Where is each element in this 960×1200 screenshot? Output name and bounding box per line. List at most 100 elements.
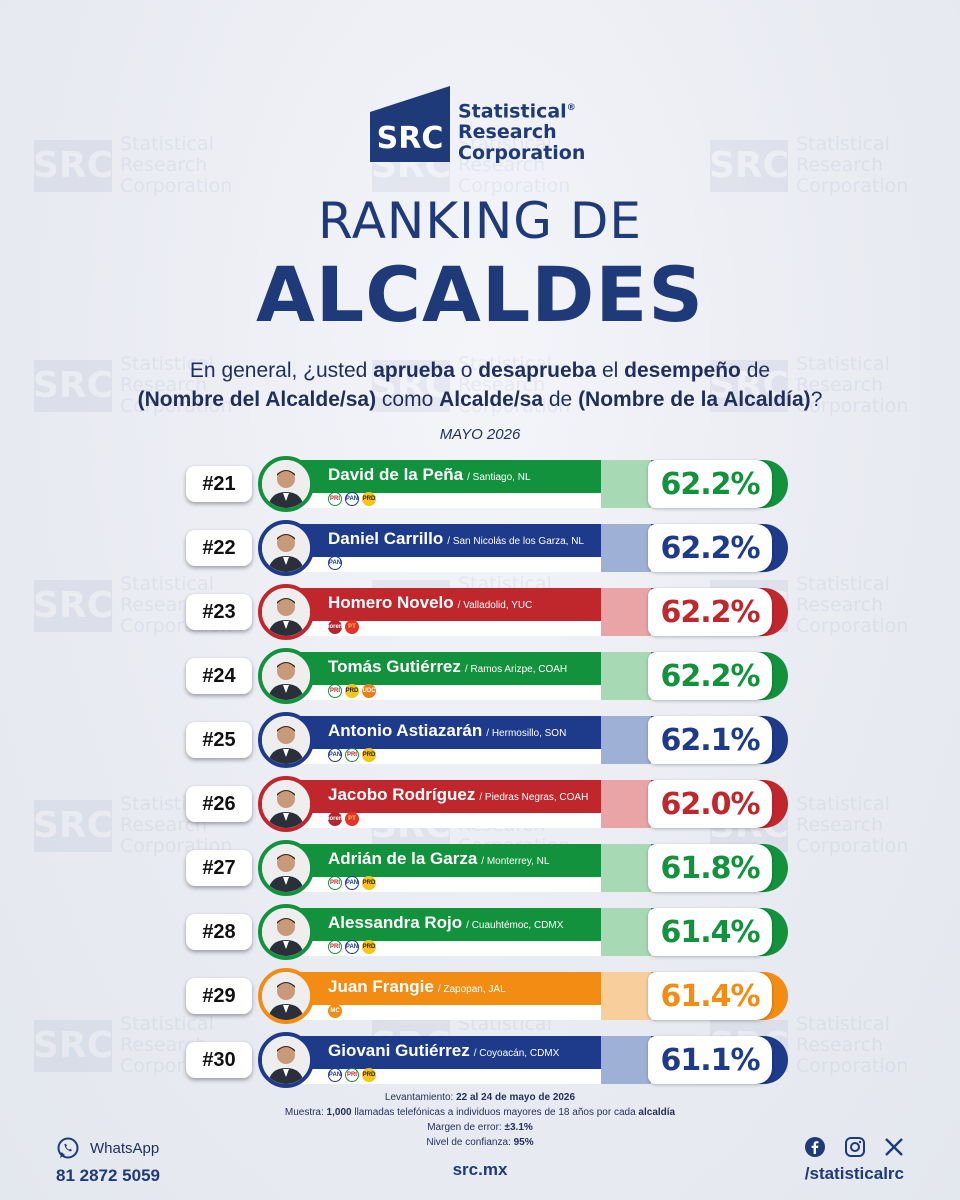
mayor-name-block: Alessandra Rojo / Cuauhtémoc, CDMX — [328, 913, 563, 933]
whatsapp-number[interactable]: 81 2872 5059 — [56, 1166, 160, 1185]
mayor-location: / Hermosillo, SON — [486, 728, 567, 739]
bar-stripe — [278, 749, 693, 764]
mayor-name-block: Daniel Carrillo / San Nicolás de los Garz… — [328, 529, 584, 549]
mayor-name-block: David de la Peña / Santiago, NL — [328, 465, 531, 485]
bar-light-segment — [601, 780, 651, 828]
ranking-row: #27 Adrián de la Garza / Monterrey, NL PRI P… — [186, 840, 788, 896]
bar-light-segment — [601, 844, 651, 892]
rank-badge: #24 — [186, 658, 252, 694]
bar-stripe — [278, 877, 693, 892]
party-logo-prd: PRD — [362, 1068, 376, 1082]
mayor-location: / Coyoacán, CDMX — [473, 1048, 560, 1059]
rank-badge: #27 — [186, 850, 252, 886]
bar-light-segment — [601, 972, 651, 1020]
bar-light-segment — [601, 588, 651, 636]
ranking-row: #30 Giovani Gutiérrez / Coyoacán, CDMX PAN P… — [186, 1032, 788, 1088]
rank-badge: #29 — [186, 978, 252, 1014]
party-logo-pri: PRI — [328, 876, 342, 890]
mayor-photo — [258, 776, 314, 832]
ranking-row: #26 Jacobo Rodríguez / Piedras Negras, COA… — [186, 776, 788, 832]
whatsapp-icon — [57, 1137, 79, 1159]
ranking-row: #25 Antonio Astiazarán / Hermosillo, SON PA… — [186, 712, 788, 768]
party-logo-mc: MC — [328, 1004, 342, 1018]
party-logo-pri: PRI — [328, 684, 342, 698]
approval-percentage: 61.8% — [648, 844, 772, 892]
mayor-name-block: Antonio Astiazarán / Hermosillo, SON — [328, 721, 566, 741]
ranking-row: #29 Juan Frangie / Zapopan, JAL MC 61.4% — [186, 968, 788, 1024]
mayor-location: / Ramos Arizpe, COAH — [464, 664, 568, 675]
mayor-name: Giovani Gutiérrez — [328, 1041, 470, 1060]
mayor-name: David de la Peña — [328, 465, 464, 484]
rank-badge: #30 — [186, 1042, 252, 1078]
bar-light-segment — [601, 652, 651, 700]
mayor-photo — [258, 1032, 314, 1088]
party-badges: PRI PAN PRD — [328, 492, 376, 506]
methodology: Levantamiento: 22 al 24 de mayo de 2026 … — [284, 1092, 676, 1148]
whatsapp-label: WhatsApp — [90, 1139, 160, 1157]
x-icon[interactable] — [884, 1137, 904, 1157]
mayor-location: / San Nicolás de los Garza, NL — [447, 536, 584, 547]
bar-stripe — [278, 557, 693, 572]
party-logo-pan: PAN — [345, 876, 359, 890]
brand-logo: SRC Statistical® Research Corporation — [370, 86, 585, 164]
party-logo-prd: PRD — [362, 492, 376, 506]
mayor-name: Tomás Gutiérrez — [328, 657, 461, 676]
ranking-row: #22 Daniel Carrillo / San Nicolás de los G… — [186, 520, 788, 576]
bar-light-segment — [601, 460, 651, 508]
survey-period: MAYO 2026 — [439, 426, 521, 443]
mayor-name-block: Adrián de la Garza / Monterrey, NL — [328, 849, 549, 869]
rank-badge: #21 — [186, 466, 252, 502]
approval-percentage: 62.2% — [648, 460, 772, 508]
rank-badge: #23 — [186, 594, 252, 630]
bar-stripe — [278, 813, 693, 828]
mayor-name: Daniel Carrillo — [328, 529, 444, 548]
approval-percentage: 61.1% — [648, 1036, 772, 1084]
party-badges: PRI PAN PRD — [328, 940, 376, 954]
approval-percentage: 62.0% — [648, 780, 772, 828]
ranking-row: #24 Tomás Gutiérrez / Ramos Arizpe, COAH PR… — [186, 648, 788, 704]
mayor-photo — [258, 584, 314, 640]
mayor-name: Jacobo Rodríguez — [328, 785, 476, 804]
party-logo-morena: morena — [324, 620, 346, 634]
party-logo-pri: PRI — [345, 1068, 359, 1082]
party-badges: morena PT — [324, 812, 359, 826]
instagram-icon[interactable] — [844, 1136, 866, 1158]
social-handle[interactable]: /statisticalrc — [804, 1164, 904, 1183]
ranking-row: #21 David de la Peña / Santiago, NL PRI PAN P… — [186, 456, 788, 512]
bar-light-segment — [601, 716, 651, 764]
facebook-icon[interactable] — [804, 1136, 826, 1158]
mayor-name: Alessandra Rojo — [328, 913, 463, 932]
party-logo-pri: PRI — [328, 492, 342, 506]
approval-percentage: 62.2% — [648, 652, 772, 700]
mayor-name: Homero Novelo — [328, 593, 454, 612]
party-badges: PAN — [328, 556, 342, 570]
mayor-name-block: Jacobo Rodríguez / Piedras Negras, COAH — [328, 785, 588, 805]
mayor-name-block: Juan Frangie / Zapopan, JAL — [328, 977, 506, 997]
approval-percentage: 62.2% — [648, 588, 772, 636]
whatsapp-contact[interactable]: WhatsApp 81 2872 5059 — [56, 1136, 160, 1186]
mayor-name-block: Homero Novelo / Valladolid, YUC — [328, 593, 532, 613]
website-link[interactable]: src.mx — [452, 1160, 508, 1179]
party-logo-udc: UDC — [362, 684, 376, 698]
party-logo-prd: PRD — [362, 876, 376, 890]
approval-percentage: 61.4% — [648, 908, 772, 956]
party-logo-prd: PRD — [362, 940, 376, 954]
logo-abbr: SRC — [377, 121, 444, 156]
mayor-photo — [258, 520, 314, 576]
mayor-location: / Santiago, NL — [467, 472, 531, 483]
party-logo-pan: PAN — [345, 940, 359, 954]
mayor-name: Juan Frangie — [328, 977, 434, 996]
mayor-photo — [258, 456, 314, 512]
logo-line2: Research — [458, 121, 557, 143]
bar-stripe — [278, 621, 693, 636]
bar-stripe — [278, 1069, 693, 1084]
bar-stripe — [278, 941, 693, 956]
approval-percentage: 61.4% — [648, 972, 772, 1020]
survey-question: En general, ¿usted aprueba o desaprueba … — [137, 359, 823, 411]
bar-light-segment — [601, 1036, 651, 1084]
